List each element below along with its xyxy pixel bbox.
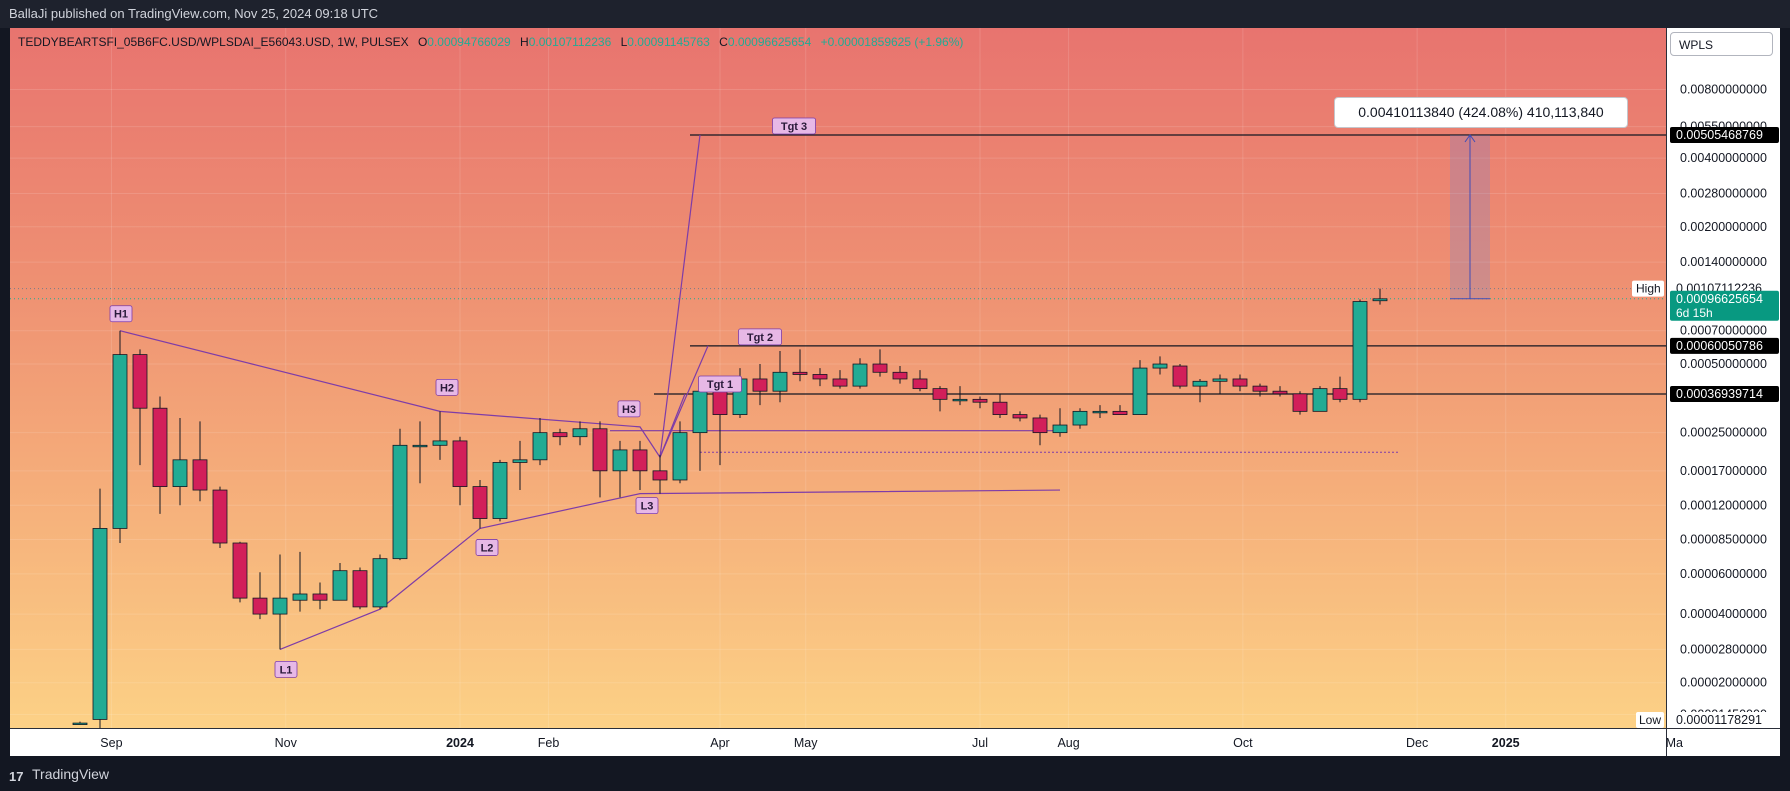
close-label: C [719, 35, 728, 49]
symbol-name: TEDDYBEARTSFI_05B6FC.USD/WPLSDAI_E56043.… [18, 35, 409, 49]
compare-symbol-input[interactable]: WPLS [1670, 32, 1773, 56]
low-label: L [620, 35, 628, 49]
chart-plot-area[interactable] [10, 28, 1666, 728]
high-label: H [520, 35, 529, 49]
footer-brand[interactable]: TradingView [32, 766, 110, 782]
open-value: 0.00094766029 [427, 35, 511, 49]
attribution-bar: BallaJi published on TradingView.com, No… [0, 0, 1790, 28]
axis-corner [1666, 728, 1780, 756]
price-axis[interactable] [1666, 28, 1780, 728]
measure-tooltip: 0.00410113840 (424.08%) 410,113,840 [1334, 97, 1628, 128]
tradingview-logo-icon[interactable]: 17 [9, 769, 24, 784]
open-label: O [417, 35, 428, 49]
footer-bar: 17 TradingView [0, 760, 1790, 791]
close-value: 0.00096625654 [727, 35, 812, 49]
symbol-legend: TEDDYBEARTSFI_05B6FC.USD/WPLSDAI_E56043.… [18, 35, 963, 49]
time-axis[interactable] [10, 728, 1666, 756]
high-value: 0.00107112236 [528, 35, 612, 49]
change-value: +0.00001859625 (+1.96%) [820, 35, 964, 49]
low-value: 0.00091145763 [627, 35, 710, 49]
attribution-text: BallaJi published on TradingView.com, No… [9, 6, 379, 21]
